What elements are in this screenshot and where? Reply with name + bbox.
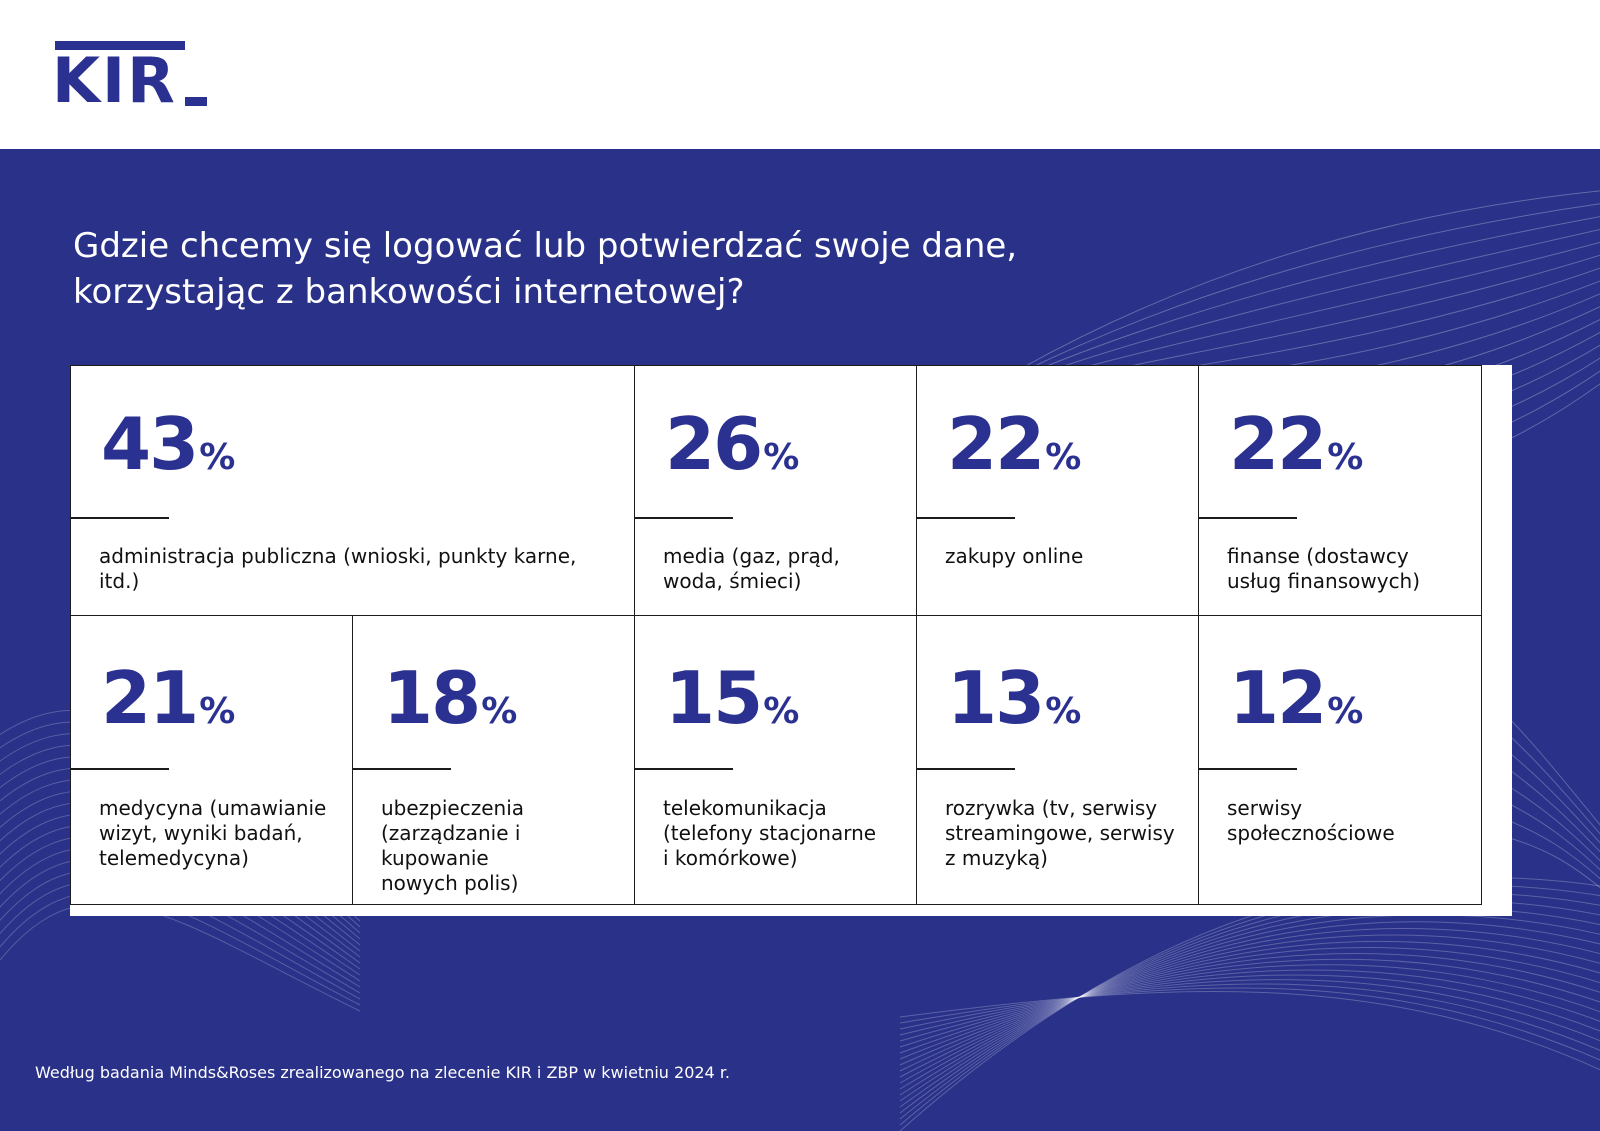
percent-sign: % bbox=[1327, 437, 1364, 478]
stat-value: 26% bbox=[665, 408, 799, 480]
stat-number: 22 bbox=[1229, 402, 1327, 486]
divider-rule bbox=[917, 517, 1015, 519]
stat-number: 15 bbox=[665, 656, 763, 740]
percent-sign: % bbox=[199, 691, 236, 732]
stat-label: media (gaz, prąd, woda, śmieci) bbox=[663, 544, 840, 593]
stats-grid: 43% administracja publiczna (wnioski, pun… bbox=[70, 365, 1512, 916]
stat-cell: 18% ubezpieczenia (zarządzanie i kupowani… bbox=[352, 615, 636, 905]
percent-sign: % bbox=[1045, 437, 1082, 478]
stat-value: 43% bbox=[101, 408, 235, 480]
stat-cell: 22% zakupy online bbox=[916, 365, 1200, 617]
percent-sign: % bbox=[763, 691, 800, 732]
stat-number: 22 bbox=[947, 402, 1045, 486]
divider-rule bbox=[353, 768, 451, 770]
stat-number: 13 bbox=[947, 656, 1045, 740]
stat-cell: 21% medycyna (umawianie wizyt, wyniki bad… bbox=[70, 615, 354, 905]
percent-sign: % bbox=[1045, 691, 1082, 732]
stat-value: 18% bbox=[383, 662, 517, 734]
logo-text: KIR bbox=[52, 44, 177, 117]
stat-cell: 12% serwisy społecznościowe bbox=[1198, 615, 1482, 905]
divider-rule bbox=[635, 517, 733, 519]
stat-cell: 26% media (gaz, prąd, woda, śmieci) bbox=[634, 365, 918, 617]
stat-label: zakupy online bbox=[945, 544, 1084, 568]
stat-label: ubezpieczenia (zarządzanie i kupowanie n… bbox=[381, 796, 525, 895]
title-line-2: korzystając z bankowości internetowej? bbox=[73, 272, 745, 312]
main-panel: Gdzie chcemy się logować lub potwierdzać… bbox=[0, 149, 1600, 1131]
percent-sign: % bbox=[481, 691, 518, 732]
source-footnote: Według badania Minds&Roses zrealizowaneg… bbox=[35, 1063, 731, 1082]
stat-cell: 43% administracja publiczna (wnioski, pun… bbox=[70, 365, 636, 617]
divider-rule bbox=[635, 768, 733, 770]
stat-label: rozrywka (tv, serwisy streamingowe, serw… bbox=[945, 796, 1175, 870]
logo-top-bar bbox=[55, 41, 185, 50]
stat-value: 21% bbox=[101, 662, 235, 734]
stat-label: administracja publiczna (wnioski, punkty… bbox=[99, 544, 577, 593]
stat-cell: 13% rozrywka (tv, serwisy streamingowe, s… bbox=[916, 615, 1200, 905]
stat-number: 43 bbox=[101, 402, 199, 486]
percent-sign: % bbox=[199, 437, 236, 478]
title-line-1: Gdzie chcemy się logować lub potwierdzać… bbox=[73, 226, 1018, 266]
kir-logo: KIR bbox=[52, 50, 207, 112]
stat-label: serwisy społecznościowe bbox=[1227, 796, 1395, 845]
stat-value: 22% bbox=[1229, 408, 1363, 480]
divider-rule bbox=[1199, 517, 1297, 519]
divider-rule bbox=[71, 768, 169, 770]
stat-cell: 22% finanse (dostawcy usług finansowych) bbox=[1198, 365, 1482, 617]
divider-rule bbox=[1199, 768, 1297, 770]
divider-rule bbox=[917, 768, 1015, 770]
logo-underscore bbox=[184, 97, 207, 106]
stat-value: 12% bbox=[1229, 662, 1363, 734]
stat-label: telekomunikacja (telefony stacjonarne i … bbox=[663, 796, 877, 870]
percent-sign: % bbox=[763, 437, 800, 478]
stat-cell: 15% telekomunikacja (telefony stacjonarne… bbox=[634, 615, 918, 905]
stat-label: finanse (dostawcy usług finansowych) bbox=[1227, 544, 1421, 593]
infographic-title: Gdzie chcemy się logować lub potwierdzać… bbox=[73, 223, 1273, 315]
percent-sign: % bbox=[1327, 691, 1364, 732]
header: KIR bbox=[0, 0, 1600, 149]
stat-value: 13% bbox=[947, 662, 1081, 734]
stat-label: medycyna (umawianie wizyt, wyniki badań,… bbox=[99, 796, 327, 870]
stat-number: 26 bbox=[665, 402, 763, 486]
stat-value: 22% bbox=[947, 408, 1081, 480]
divider-rule bbox=[71, 517, 169, 519]
stat-number: 12 bbox=[1229, 656, 1327, 740]
stat-number: 21 bbox=[101, 656, 199, 740]
stat-value: 15% bbox=[665, 662, 799, 734]
stat-number: 18 bbox=[383, 656, 481, 740]
